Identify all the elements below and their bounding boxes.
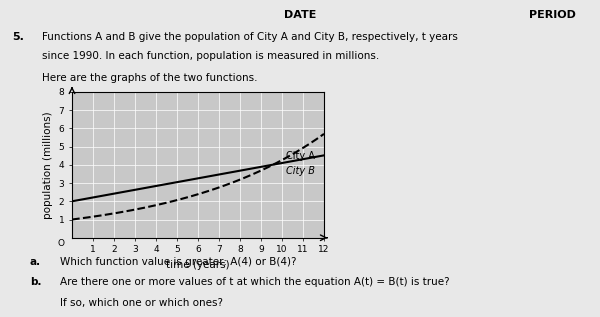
Text: since 1990. In each function, population is measured in millions.: since 1990. In each function, population… <box>42 51 379 61</box>
Text: 5.: 5. <box>12 32 24 42</box>
Text: DATE: DATE <box>284 10 316 20</box>
Text: Here are the graphs of the two functions.: Here are the graphs of the two functions… <box>42 73 257 83</box>
Text: City B: City B <box>286 166 315 176</box>
Y-axis label: population (millions): population (millions) <box>43 111 53 219</box>
Text: b.: b. <box>30 277 41 288</box>
Text: Are there one or more values of t at which the equation A(t) = B(t) is true?: Are there one or more values of t at whi… <box>60 277 449 288</box>
Text: O: O <box>58 239 65 248</box>
Text: PERIOD: PERIOD <box>529 10 575 20</box>
Text: Which function value is greater: A(4) or B(4)?: Which function value is greater: A(4) or… <box>60 257 296 267</box>
Text: If so, which one or which ones?: If so, which one or which ones? <box>60 298 223 308</box>
Text: Functions A and B give the population of City A and City B, respectively, t year: Functions A and B give the population of… <box>42 32 458 42</box>
Text: City A: City A <box>286 152 315 161</box>
X-axis label: time (years): time (years) <box>166 260 230 270</box>
Text: a.: a. <box>30 257 41 267</box>
